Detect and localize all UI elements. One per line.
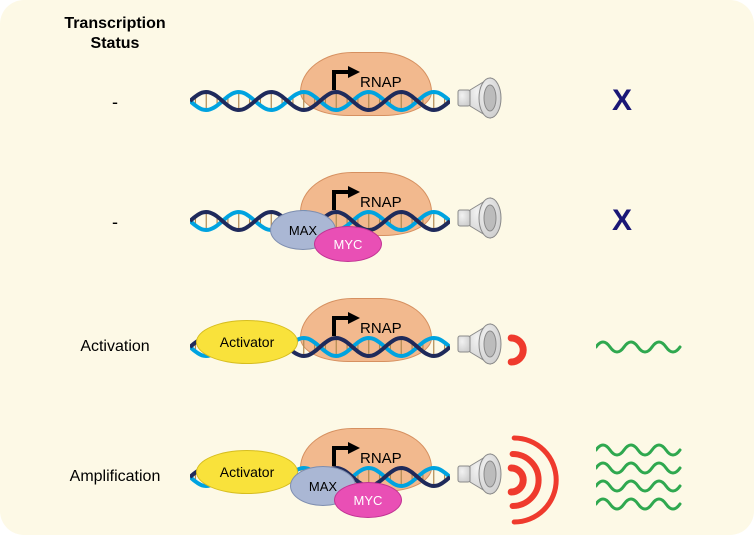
rnap-label: RNAP: [360, 450, 402, 467]
rnap-label: RNAP: [360, 74, 402, 91]
rnap-label: RNAP: [360, 320, 402, 337]
header-line1: Transcription: [64, 15, 165, 32]
tss-arrow-icon: [328, 66, 362, 97]
speaker-icon: [456, 194, 506, 247]
tss-arrow-icon: [328, 312, 362, 343]
row-label: Amplification: [30, 468, 200, 486]
speaker-icon: [456, 450, 506, 503]
speaker-icon: [456, 74, 506, 127]
activator-protein: Activator: [196, 450, 298, 494]
rna-transcript-icon: [596, 479, 686, 498]
row-label: -: [30, 92, 200, 113]
row-0: - RNAP X: [0, 50, 754, 150]
header-title: Transcription Status: [50, 14, 180, 54]
row-2: Activation RNAP Activator: [0, 296, 754, 396]
rna-transcript-icon: [596, 497, 686, 516]
rna-transcript-icon: [596, 443, 686, 462]
no-output-x-icon: X: [612, 84, 632, 118]
activator-protein: Activator: [196, 320, 298, 364]
sound-arcs-icon: [506, 452, 576, 513]
rnap-label: RNAP: [360, 194, 402, 211]
rna-transcript-icon: [596, 461, 686, 480]
myc-protein: MYC: [334, 482, 402, 518]
no-output-x-icon: X: [612, 204, 632, 238]
tss-arrow-icon: [328, 186, 362, 217]
rna-transcript-icon: [596, 340, 686, 359]
sound-arcs-icon: [506, 322, 576, 383]
row-1: - RNAPMAXMYC X: [0, 170, 754, 270]
speaker-icon: [456, 320, 506, 373]
dna-helix: [190, 86, 450, 116]
row-label: Activation: [30, 338, 200, 356]
row-label: -: [30, 212, 200, 233]
row-3: Amplification RNAPActivatorMAXMYC: [0, 426, 754, 526]
myc-protein: MYC: [314, 226, 382, 262]
diagram-canvas: Transcription Status - RNAP X- RNAPMAXMY…: [0, 0, 754, 535]
